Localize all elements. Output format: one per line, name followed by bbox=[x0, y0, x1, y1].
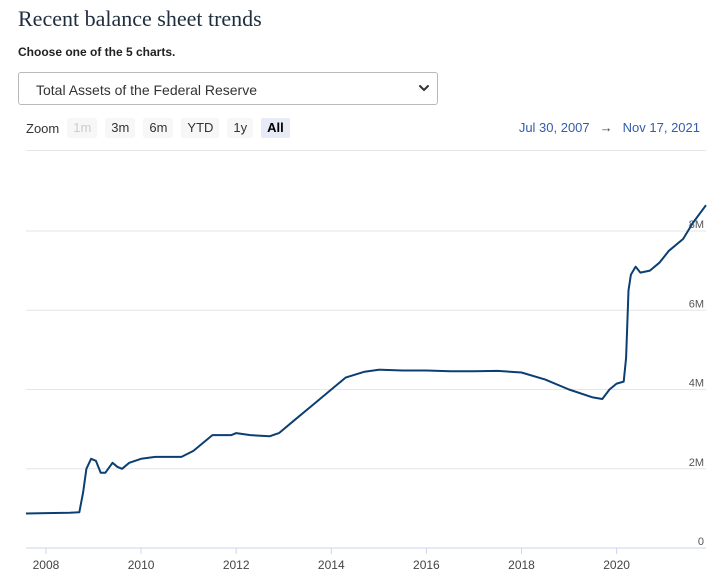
x-tick-label: 2020 bbox=[603, 558, 630, 572]
x-tick-label: 2008 bbox=[33, 558, 60, 572]
x-tick-label: 2014 bbox=[318, 558, 345, 572]
x-axis-ticks: 2008 2010 2012 2014 2016 2018 2020 bbox=[33, 548, 630, 572]
zoom-1m-button[interactable]: 1m bbox=[67, 118, 98, 138]
range-from-date[interactable]: Jul 30, 2007 bbox=[518, 120, 590, 135]
y-tick-label: 4M bbox=[689, 378, 704, 390]
range-arrow: → bbox=[599, 120, 613, 135]
x-tick-label: 2018 bbox=[508, 558, 535, 572]
zoom-label: Zoom bbox=[26, 120, 60, 136]
zoom-ytd-button[interactable]: YTD bbox=[181, 118, 220, 138]
y-tick-label: 2M bbox=[689, 457, 704, 469]
zoom-3m-button[interactable]: 3m bbox=[105, 118, 136, 138]
chart-top-border bbox=[26, 150, 706, 151]
chevron-down-icon bbox=[419, 85, 429, 91]
page-title: Recent balance sheet trends bbox=[18, 6, 262, 31]
x-tick-label: 2016 bbox=[413, 558, 440, 572]
grid-lines bbox=[26, 230, 706, 470]
x-tick-label: 2012 bbox=[223, 558, 250, 572]
total-assets-series-line bbox=[25, 204, 707, 515]
chart-select-dropdown[interactable]: Total Assets of the Federal Reserve bbox=[18, 72, 438, 105]
x-tick-label: 2010 bbox=[128, 558, 155, 572]
zoom-all-button[interactable]: All bbox=[261, 118, 290, 138]
y-tick-label: 6M bbox=[689, 298, 704, 310]
chart-chooser-hint: Choose one of the 5 charts. bbox=[18, 45, 176, 59]
range-to-date[interactable]: Nov 17, 2021 bbox=[622, 120, 700, 135]
zoom-6m-button[interactable]: 6m bbox=[143, 118, 174, 138]
y-tick-label: 0 bbox=[698, 536, 704, 548]
chart-select-value: Total Assets of the Federal Reserve bbox=[36, 82, 257, 98]
date-range: Jul 30, 2007 → Nov 17, 2021 bbox=[519, 120, 700, 135]
zoom-bar: Zoom 1m 3m 6m YTD 1y All bbox=[26, 117, 298, 139]
zoom-1y-button[interactable]: 1y bbox=[227, 118, 254, 138]
